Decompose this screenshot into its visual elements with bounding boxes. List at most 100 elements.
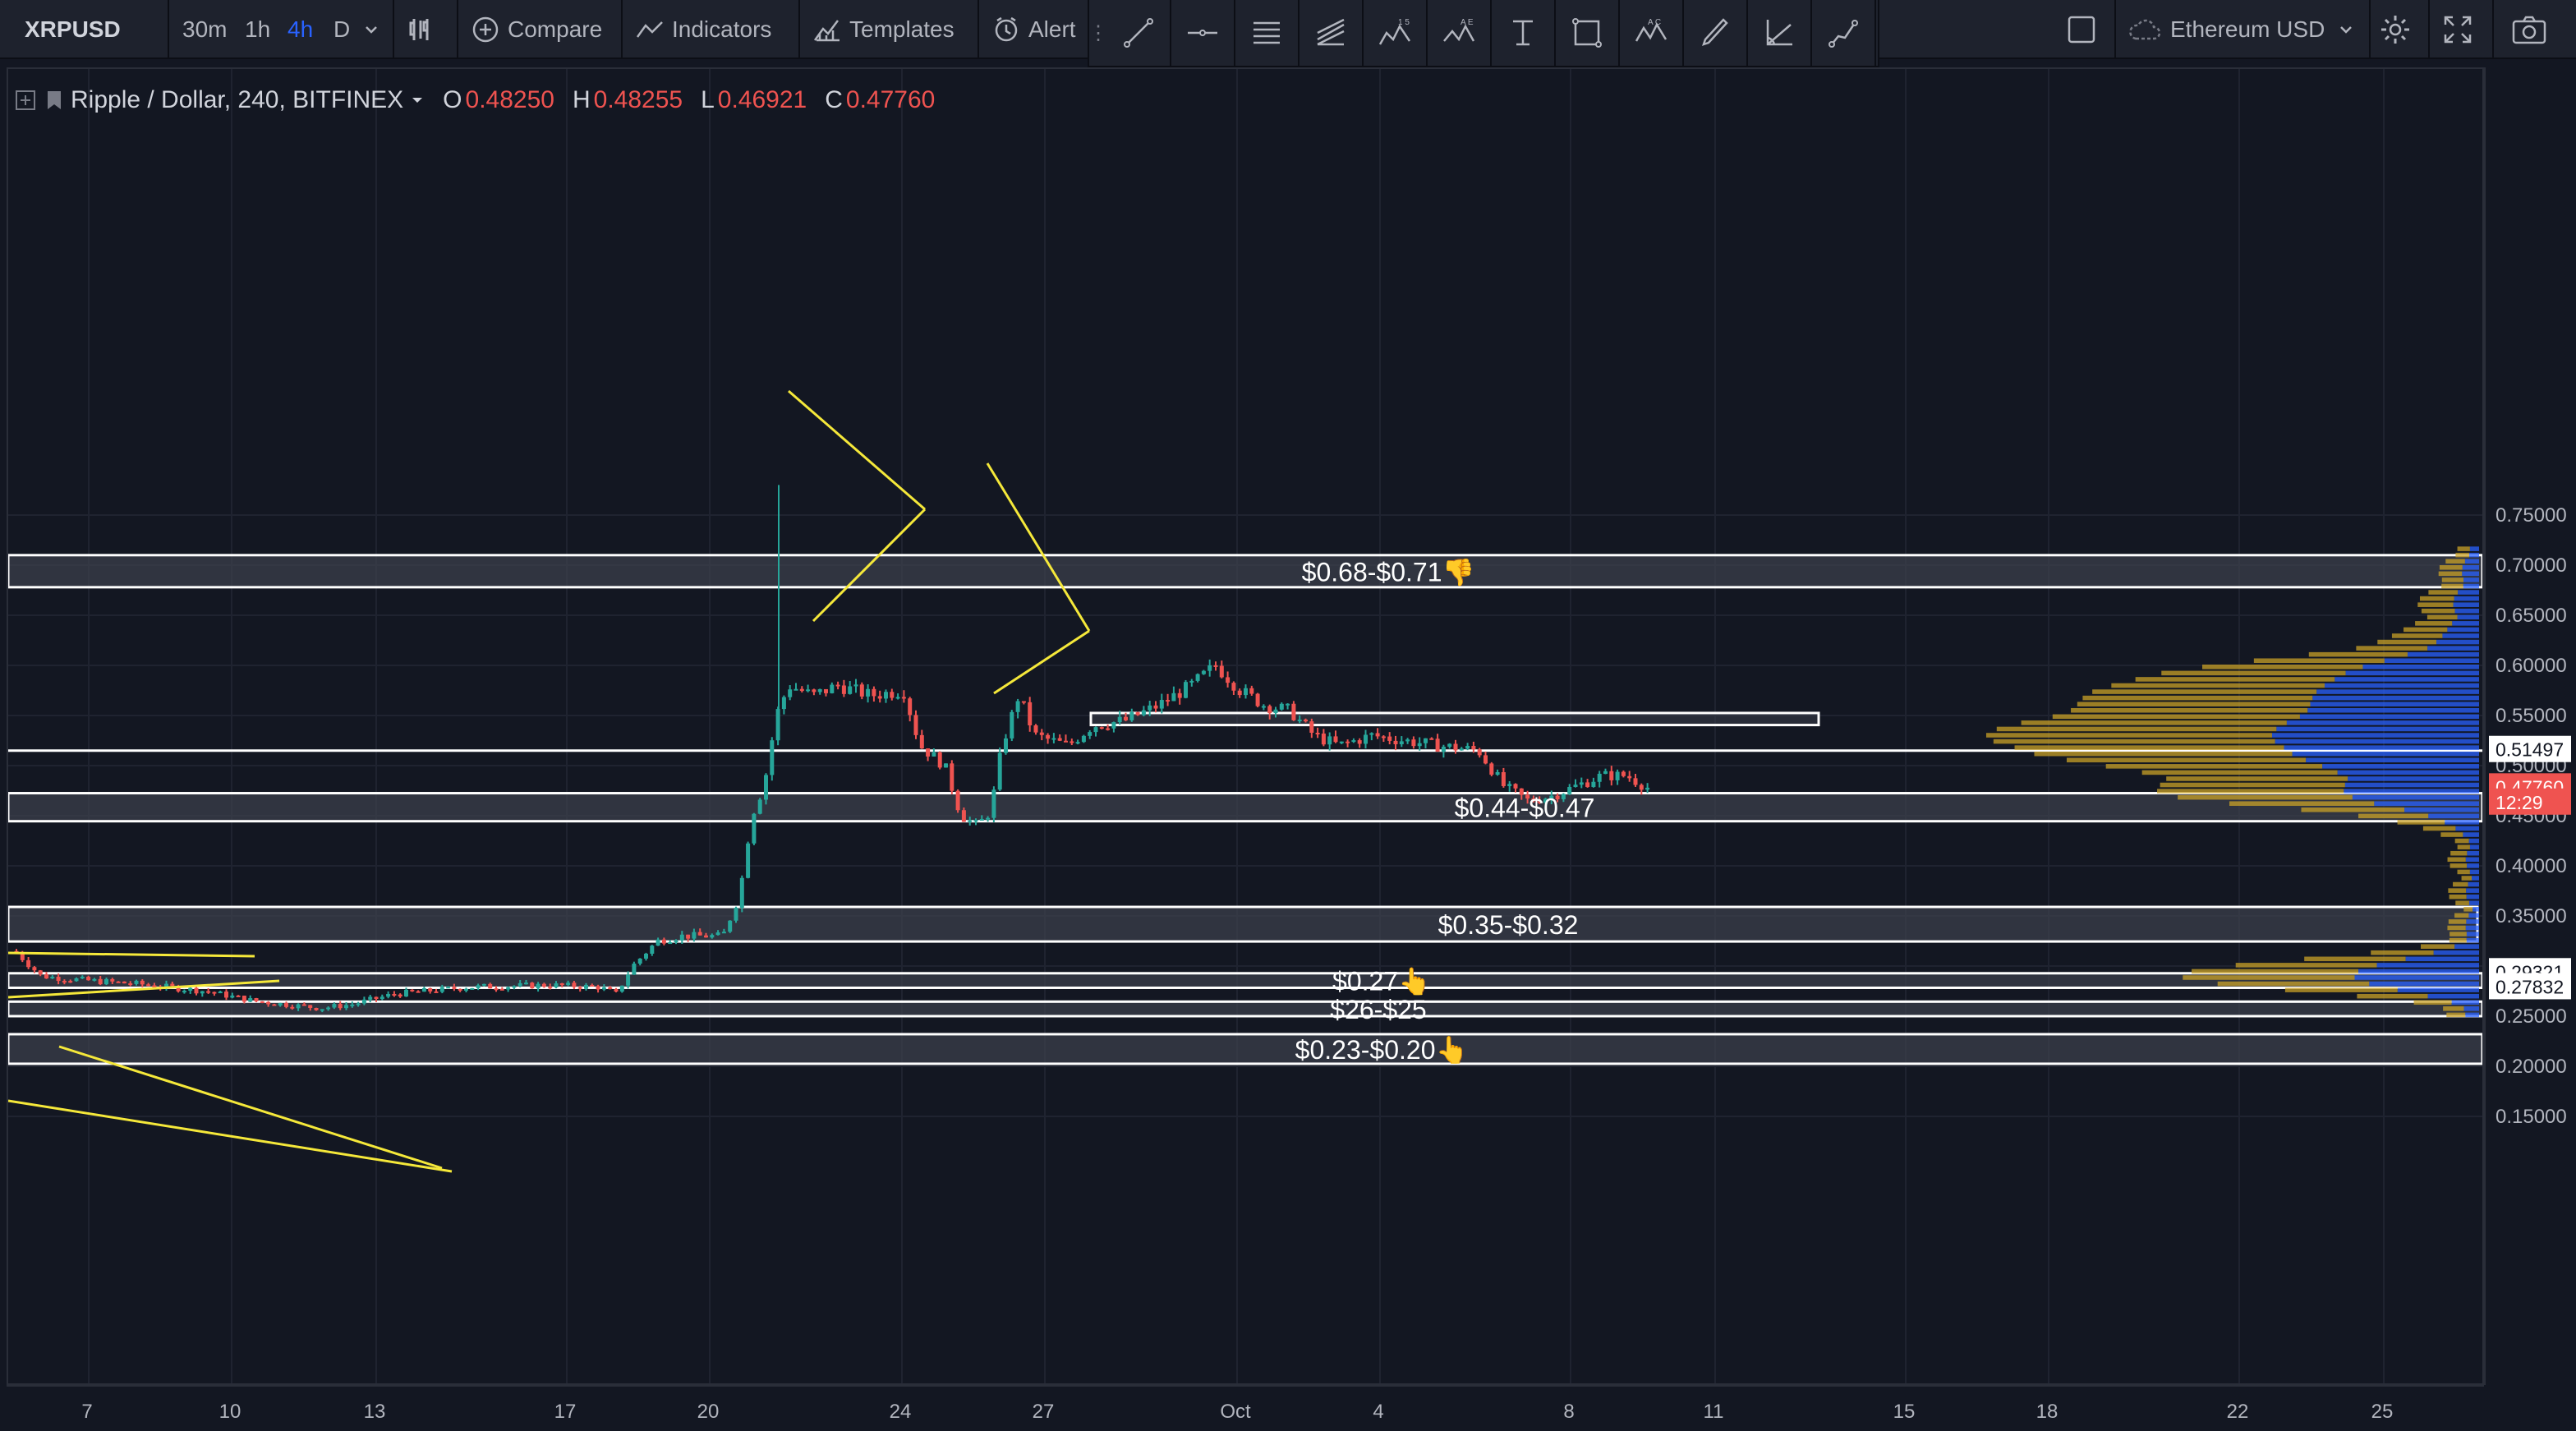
legend-symbol-title[interactable]: Ripple / Dollar, 240, BITFINEX [71,86,404,113]
trend-line[interactable] [8,1099,453,1173]
time-tick-label: 10 [219,1401,242,1423]
volume-profile-bar-down [2461,876,2472,881]
settings-gear-icon[interactable] [2379,0,2412,59]
trend-line[interactable] [8,951,255,958]
candle-down [1531,798,1536,802]
interval-dropdown-chevron-icon[interactable] [363,0,380,59]
price-zone[interactable] [8,905,2479,943]
candle-down [1387,736,1392,741]
candle-up [1364,734,1368,744]
price-zone[interactable] [8,1000,2482,1018]
volume-profile-bar-up [2466,937,2479,943]
flag-icon[interactable] [44,90,62,111]
chart-pane[interactable]: $0.68-$0.71👎 $0.44-$0.47 $0.35-$0.32 $0.27👆… [7,67,2484,1385]
xabcd-pattern-tool-icon[interactable]: A C [1620,0,1684,66]
candle-up [380,996,384,999]
trend-line[interactable] [8,979,280,999]
trend-line[interactable] [812,508,927,623]
volume-profile-bar-down [2157,789,2344,794]
chart-canvas[interactable]: $0.68-$0.71👎 $0.44-$0.47 $0.35-$0.32$0.27👆… [8,69,2482,1383]
candle-down [812,689,816,692]
resistance-box[interactable] [1089,711,1820,727]
volume-profile-bar-down [2450,932,2467,936]
chart-style-icon[interactable] [407,0,435,59]
price-zone[interactable] [8,554,2482,589]
candle-down [272,1004,277,1006]
compare-button[interactable]: Compare [472,0,602,59]
candle-down [1267,706,1272,714]
trend-line[interactable] [993,629,1090,695]
candle-up [182,991,186,993]
volume-profile-bar-down [2449,937,2467,943]
candle-down [56,977,61,982]
pitchfork-tool-icon[interactable] [1300,0,1364,66]
measure-tool-icon[interactable] [1812,0,1876,66]
camera-icon[interactable] [2512,0,2546,59]
candle-up [1447,743,1452,747]
candle-down [284,1003,288,1007]
trend-line[interactable] [986,462,1091,632]
volume-profile-bar-down [2066,757,2307,763]
text-tool-icon[interactable] [1492,0,1556,66]
currency-dropdown[interactable]: Ethereum USD [2128,0,2354,59]
volume-profile-bar-up [2271,733,2479,738]
price-zone[interactable] [8,1033,2482,1065]
rectangle-toggle-icon[interactable] [2067,0,2096,59]
price-zone[interactable] [8,792,2482,823]
candle-up [968,820,973,822]
volume-profile-bar-up [2433,950,2479,955]
candle-up [218,992,223,994]
trend-line[interactable] [788,389,926,511]
interval-30m[interactable]: 30m [182,16,228,42]
expand-plus-icon[interactable] [15,90,36,111]
parallel-channel-tool-icon[interactable] [1235,0,1300,66]
abcd-pattern-tool-icon[interactable]: A E [1428,0,1492,66]
time-tick-label: 15 [1893,1401,1916,1423]
interval-1h[interactable]: 1h [245,16,271,42]
alert-button[interactable]: Alert [992,0,1076,59]
price-tick-label: 0.40000 [2496,855,2567,877]
trend-line-tool-icon[interactable] [1107,0,1171,66]
rectangle-tool-icon[interactable] [1556,0,1620,66]
horizontal-line-tool-icon[interactable] [1171,0,1235,66]
volume-profile-bar-down [2160,782,2345,788]
brush-tool-icon[interactable] [1684,0,1748,66]
fib-tool-icon[interactable] [1748,0,1812,66]
candle-up [1567,787,1572,794]
elliott-wave-tool-icon[interactable]: 1 5 [1364,0,1428,66]
templates-button[interactable]: Templates [813,0,954,59]
candle-down [1231,683,1236,691]
candle-up [1507,784,1512,786]
candle-up [853,684,858,687]
candle-down [499,988,504,991]
price-zone[interactable] [8,972,2482,989]
drag-handle-icon[interactable]: ⋮ [1088,21,1108,44]
interval-d[interactable]: D [334,16,351,42]
candle-up [421,988,426,992]
candle-up [512,986,517,988]
legend-caret-down-icon[interactable] [410,93,425,108]
volume-profile-bar-down [2397,820,2445,825]
time-axis[interactable]: 7 10 13 17 20 24 27 Oct 4 8 11 15 18 22 25 [7,1385,2484,1431]
candle-up [979,818,984,821]
interval-4h[interactable]: 4h [288,16,314,42]
volume-profile-bar-up [2466,888,2479,893]
zone-label: $0.23-$0.20👆 [1295,1035,1469,1065]
candle-down [1346,741,1350,743]
volume-profile-bar-down [2448,888,2467,893]
price-tick-label: 0.20000 [2496,1056,2567,1078]
volume-profile-bar-up [2468,881,2479,887]
time-tick-label: 7 [81,1401,92,1423]
candle-down [1435,739,1440,752]
price-tick-label: 0.70000 [2496,554,2567,577]
candle-up [1615,771,1620,780]
indicators-button[interactable]: Indicators [636,0,771,59]
candle-down [890,692,895,698]
fullscreen-icon[interactable] [2443,0,2472,59]
candle-down [1291,703,1296,720]
symbol-search[interactable]: XRPUSD [25,16,121,42]
trend-line[interactable] [58,1045,443,1170]
candle-up [1075,742,1080,744]
price-marker [2489,735,2571,762]
price-axis[interactable]: 0.75000 0.70000 0.65000 0.60000 0.55000 0.500… [2484,67,2576,1385]
